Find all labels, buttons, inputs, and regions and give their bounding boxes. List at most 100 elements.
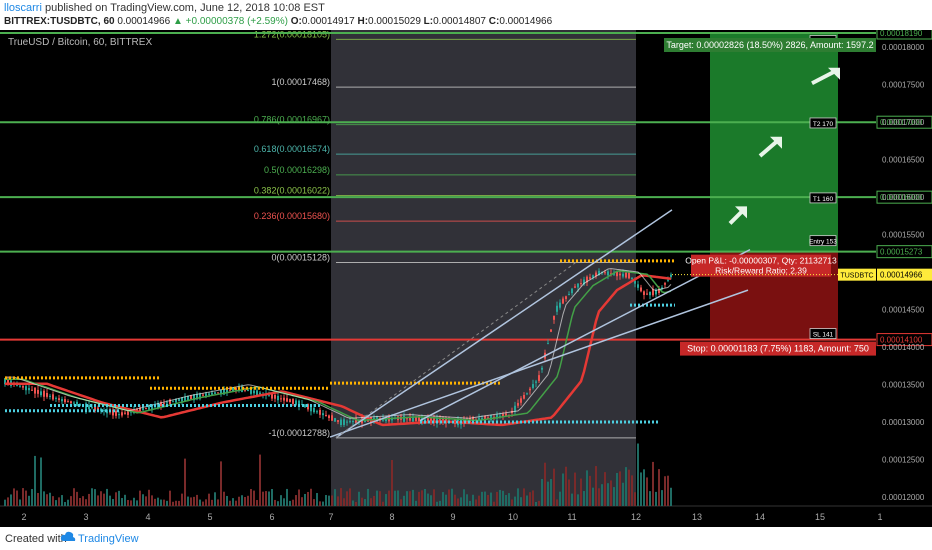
close-label: C: xyxy=(488,16,500,27)
created-with-text: Created with xyxy=(5,533,67,545)
candle-body xyxy=(520,398,522,403)
volume-bar xyxy=(100,491,102,506)
candle-body xyxy=(538,375,540,381)
volume-bar xyxy=(46,494,48,506)
volume-bar xyxy=(55,500,57,506)
volume-bar xyxy=(151,495,153,506)
high-value: 0.00015029 xyxy=(368,16,421,27)
volume-bar xyxy=(406,491,408,506)
volume-bar xyxy=(475,499,477,506)
symbol-badge xyxy=(838,268,876,281)
candle-body xyxy=(331,415,333,421)
price-chart[interactable]: 1.272(0.00018105) 1(0.00017468) 0.786(0.00… xyxy=(0,30,932,538)
candle-body xyxy=(583,279,585,285)
x-tick-label: 14 xyxy=(755,512,765,522)
volume-bar xyxy=(415,500,417,506)
volume-bar xyxy=(583,491,585,506)
candle-body xyxy=(247,389,249,391)
high-label: H: xyxy=(357,16,369,27)
volume-bar xyxy=(334,489,336,506)
volume-bar xyxy=(394,490,396,506)
volume-bar xyxy=(541,478,543,506)
candle-body xyxy=(667,279,669,281)
candle-body xyxy=(616,271,618,277)
candle-body xyxy=(664,283,666,285)
volume-bar xyxy=(592,487,594,506)
y-tick-label: 0.00016500 xyxy=(882,156,925,165)
candle-body xyxy=(193,394,195,401)
volume-bar xyxy=(364,499,366,506)
candle-body xyxy=(424,419,426,421)
volume-bar xyxy=(622,482,624,506)
candle-body xyxy=(76,401,78,407)
candle-body xyxy=(205,393,207,397)
open-label: O: xyxy=(290,16,302,27)
candle-body xyxy=(352,421,354,423)
fib-level-label: 1.272(0.00018105) xyxy=(254,30,330,39)
candle-body xyxy=(604,272,606,274)
volume-bar xyxy=(493,501,495,506)
level-price-box xyxy=(876,115,932,129)
volume-bar xyxy=(481,491,483,506)
volume-bar xyxy=(154,498,156,506)
volume-bar xyxy=(640,472,642,506)
volume-bar xyxy=(217,499,219,506)
volume-bar xyxy=(463,489,465,506)
volume-bar xyxy=(610,480,612,506)
arrow-up-right-icon xyxy=(770,136,782,149)
candle-body xyxy=(124,412,126,414)
stop-label-box xyxy=(680,341,876,356)
candle-body xyxy=(418,417,420,422)
fib-trend-line xyxy=(335,260,579,439)
volume-bar xyxy=(172,501,174,506)
candle-body xyxy=(529,388,531,391)
volume-bar xyxy=(127,500,129,506)
volume-bar xyxy=(388,490,390,506)
volume-bar xyxy=(181,493,183,506)
volume-bar xyxy=(238,496,240,506)
volume-bar xyxy=(19,499,21,506)
author-link[interactable]: lloscarri xyxy=(4,2,42,14)
volume-bar xyxy=(277,501,279,506)
volume-bar xyxy=(286,488,288,506)
trend-line[interactable] xyxy=(419,248,751,422)
stop-label: Stop: 0.00001183 (7.75%) 1183, Amount: 7… xyxy=(687,344,869,354)
chart-area[interactable]: 1.272(0.00018105) 1(0.00017468) 0.786(0.00… xyxy=(0,30,932,538)
candle-body xyxy=(316,411,318,413)
candle-body xyxy=(97,407,99,411)
candle-body xyxy=(634,280,636,284)
candle-body xyxy=(649,291,651,296)
candle-body xyxy=(607,271,609,276)
volume-bar xyxy=(598,488,600,506)
volume-bar xyxy=(67,499,69,506)
candle-body xyxy=(283,397,285,401)
target-marker-box xyxy=(809,328,837,339)
volume-bar xyxy=(508,493,510,506)
y-tick-label: 0.00017000 xyxy=(882,118,925,127)
candle-body xyxy=(403,415,405,422)
volume-bar xyxy=(274,499,276,506)
x-tick-label: 8 xyxy=(389,512,394,522)
volume-bar xyxy=(184,458,186,506)
volume-bar xyxy=(31,489,33,506)
arrow-up-right-icon xyxy=(828,67,840,80)
trend-line[interactable] xyxy=(329,289,749,438)
candle-body xyxy=(523,395,525,399)
candle-body xyxy=(535,381,537,383)
x-tick-label: 5 xyxy=(207,512,212,522)
volume-bar xyxy=(367,488,369,506)
candle-body xyxy=(178,398,180,402)
trend-line[interactable] xyxy=(335,209,673,439)
volume-bar xyxy=(451,488,453,506)
volume-bar xyxy=(82,496,84,506)
volume-bar xyxy=(436,501,438,506)
chart-title: TrueUSD / Bitcoin, 60, BITTREX xyxy=(8,37,152,48)
candle-body xyxy=(562,298,564,304)
volume-bar xyxy=(514,496,516,506)
target-marker-box xyxy=(809,117,837,129)
tradingview-brand[interactable]: TradingView xyxy=(78,533,139,545)
volume-bar xyxy=(337,496,339,506)
candle-body xyxy=(409,416,411,421)
open-value: 0.00014917 xyxy=(301,16,355,27)
candle-body xyxy=(478,417,480,421)
